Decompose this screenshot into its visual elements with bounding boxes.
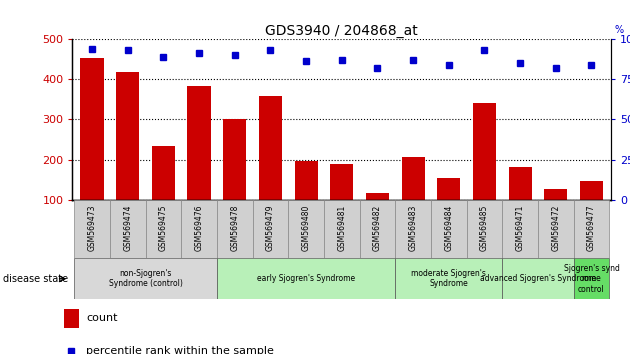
Bar xyxy=(217,258,395,299)
Bar xyxy=(574,258,609,299)
Bar xyxy=(74,200,110,258)
Text: GSM569479: GSM569479 xyxy=(266,205,275,251)
Bar xyxy=(259,96,282,240)
Bar xyxy=(217,200,253,258)
Bar xyxy=(473,103,496,240)
Text: GSM569477: GSM569477 xyxy=(587,205,596,251)
Bar xyxy=(467,200,502,258)
Text: GSM569476: GSM569476 xyxy=(195,205,203,251)
Bar xyxy=(508,167,532,240)
Bar xyxy=(544,189,568,240)
Text: non-Sjogren's
Syndrome (control): non-Sjogren's Syndrome (control) xyxy=(108,269,183,289)
Bar xyxy=(289,200,324,258)
Text: GSM569475: GSM569475 xyxy=(159,205,168,251)
Text: GSM569473: GSM569473 xyxy=(88,205,96,251)
Text: GSM569483: GSM569483 xyxy=(409,205,418,251)
Bar xyxy=(188,86,210,240)
Bar xyxy=(223,120,246,240)
Text: Sjogren's synd
rome
control: Sjogren's synd rome control xyxy=(564,264,619,294)
Text: GSM569481: GSM569481 xyxy=(337,205,346,251)
Bar xyxy=(437,178,461,240)
Bar xyxy=(253,200,289,258)
Bar xyxy=(574,200,609,258)
Text: percentile rank within the sample: percentile rank within the sample xyxy=(86,346,274,354)
Bar xyxy=(152,145,175,240)
Text: GSM569484: GSM569484 xyxy=(444,205,454,251)
Bar xyxy=(74,258,217,299)
Bar xyxy=(294,161,318,240)
Bar xyxy=(366,193,389,240)
Bar xyxy=(401,157,425,240)
Bar xyxy=(538,200,574,258)
Bar xyxy=(502,200,538,258)
Text: moderate Sjogren's
Syndrome: moderate Sjogren's Syndrome xyxy=(411,269,486,289)
Bar xyxy=(64,309,79,328)
Text: GSM569485: GSM569485 xyxy=(480,205,489,251)
Bar xyxy=(110,200,146,258)
Text: GSM569472: GSM569472 xyxy=(551,205,560,251)
Bar xyxy=(81,58,104,240)
Bar xyxy=(116,72,139,240)
Bar xyxy=(330,164,353,240)
Bar xyxy=(324,200,360,258)
Title: GDS3940 / 204868_at: GDS3940 / 204868_at xyxy=(265,24,418,38)
Bar xyxy=(395,200,431,258)
Bar xyxy=(146,200,181,258)
Text: GSM569480: GSM569480 xyxy=(302,205,311,251)
Bar xyxy=(580,181,603,240)
Bar xyxy=(360,200,395,258)
Text: GSM569478: GSM569478 xyxy=(230,205,239,251)
Bar xyxy=(395,258,502,299)
Text: GSM569482: GSM569482 xyxy=(373,205,382,251)
Bar xyxy=(431,200,467,258)
Bar xyxy=(181,200,217,258)
Text: early Sjogren's Syndrome: early Sjogren's Syndrome xyxy=(257,274,355,283)
Text: GSM569474: GSM569474 xyxy=(123,205,132,251)
Text: GSM569471: GSM569471 xyxy=(515,205,525,251)
Text: count: count xyxy=(86,313,118,323)
Bar xyxy=(502,258,574,299)
Text: advanced Sjogren's Syndrome: advanced Sjogren's Syndrome xyxy=(480,274,596,283)
Text: %: % xyxy=(614,25,623,35)
Text: disease state: disease state xyxy=(3,274,68,284)
